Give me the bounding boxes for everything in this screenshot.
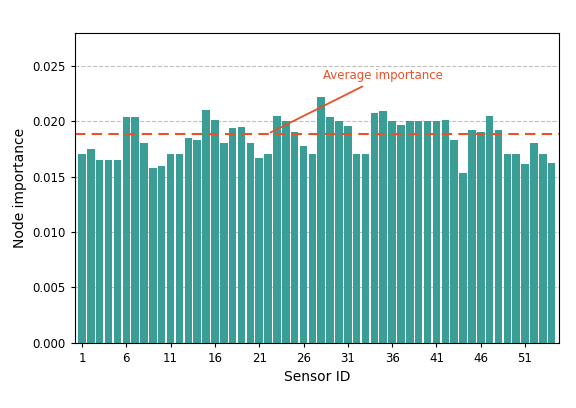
Bar xyxy=(113,160,121,343)
Bar xyxy=(539,155,547,343)
Bar xyxy=(87,149,94,343)
Bar xyxy=(353,155,361,343)
Bar xyxy=(521,164,529,343)
Bar xyxy=(184,138,192,343)
Bar xyxy=(344,126,351,343)
Bar xyxy=(202,110,210,343)
Bar xyxy=(459,173,467,343)
Bar xyxy=(220,143,228,343)
Bar xyxy=(370,113,378,343)
Bar xyxy=(176,155,183,343)
Bar xyxy=(247,143,254,343)
Bar xyxy=(300,146,307,343)
Bar xyxy=(503,155,511,343)
Bar xyxy=(291,132,298,343)
Bar xyxy=(433,121,440,343)
Bar xyxy=(194,140,201,343)
Bar xyxy=(486,116,494,343)
Bar xyxy=(229,128,236,343)
Bar xyxy=(78,155,86,343)
Bar xyxy=(380,111,387,343)
Bar xyxy=(158,166,165,343)
Bar xyxy=(477,132,484,343)
Bar xyxy=(238,127,245,343)
Bar xyxy=(317,97,325,343)
Bar xyxy=(123,117,130,343)
Bar xyxy=(105,160,112,343)
Bar xyxy=(255,158,263,343)
Bar xyxy=(140,143,148,343)
Bar xyxy=(424,121,431,343)
Bar xyxy=(96,160,104,343)
Bar xyxy=(327,117,334,343)
Bar xyxy=(468,130,476,343)
Bar xyxy=(264,155,272,343)
Bar xyxy=(167,155,175,343)
Bar xyxy=(309,155,316,343)
Bar xyxy=(362,155,369,343)
Bar xyxy=(335,121,343,343)
Bar xyxy=(388,121,396,343)
Bar xyxy=(149,168,157,343)
Bar xyxy=(548,163,555,343)
X-axis label: Sensor ID: Sensor ID xyxy=(283,370,350,384)
Y-axis label: Node importance: Node importance xyxy=(13,128,27,248)
Bar xyxy=(415,121,422,343)
Bar xyxy=(211,120,219,343)
Bar xyxy=(513,155,520,343)
Bar xyxy=(273,116,281,343)
Bar xyxy=(530,143,537,343)
Bar xyxy=(450,140,458,343)
Bar xyxy=(131,117,139,343)
Bar xyxy=(442,120,449,343)
Text: Average importance: Average importance xyxy=(271,69,443,133)
Bar xyxy=(406,121,414,343)
Bar xyxy=(282,121,290,343)
Bar xyxy=(495,130,502,343)
Bar xyxy=(397,124,405,343)
